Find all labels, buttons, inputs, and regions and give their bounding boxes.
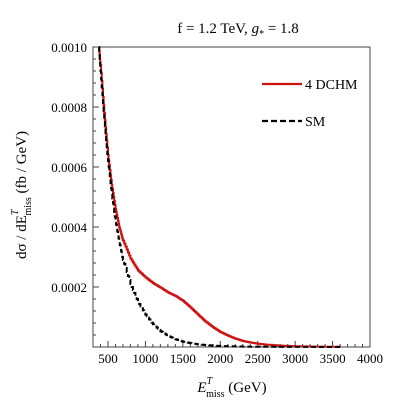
y-tick-label: 0.0002 [51,280,87,295]
x-tick-label: 2000 [207,351,233,366]
y-tick-label: 0.0008 [51,100,87,115]
x-axis-label: ET miss (GeV) [196,376,266,400]
x-tick-label: 1500 [170,351,196,366]
series-layer [98,46,342,348]
x-tick-label: 2500 [245,351,271,366]
x-tick-label: 3500 [320,351,346,366]
x-tick-label: 3000 [282,351,308,366]
y-axis-label: dσ / dET miss (fb / GeV) [10,131,34,259]
y-tick-label: 0.0004 [51,220,87,235]
legend: 4 DCHM SM [262,78,358,130]
axis-ticks: 500 1000 1500 2000 2500 3000 3500 4000 0.0002 0.0… [51,40,383,366]
x-tick-label: 500 [98,351,118,366]
legend-label-sm: SM [305,115,326,130]
chart-title: f = 1.2 TeV, g* = 1.8 [177,21,299,40]
legend-label-4dchm: 4 DCHM [305,78,358,93]
y-tick-label: 0.0006 [51,160,87,175]
x-tick-label: 4000 [357,351,383,366]
plot-frame [92,46,371,348]
series-line-sm [98,46,341,348]
y-tick-label: 0.0010 [51,40,87,55]
x-tick-label: 1000 [132,351,158,366]
series-line-4dchm [98,46,342,348]
